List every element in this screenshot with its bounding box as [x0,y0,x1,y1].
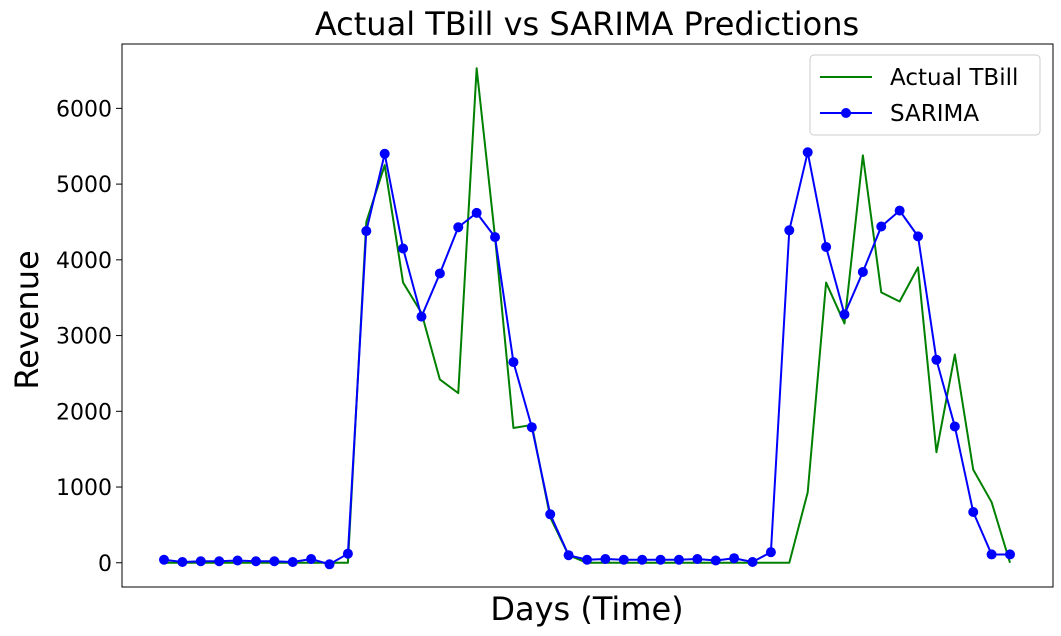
y-tick-label: 6000 [56,97,112,122]
data-point-sarima [673,554,684,565]
data-point-sarima [618,554,629,565]
data-point-sarima [821,241,832,252]
data-point-sarima [526,422,537,433]
y-tick-label: 4000 [56,249,112,274]
y-tick-label: 2000 [56,400,112,425]
data-point-sarima [986,549,997,560]
data-point-sarima [802,147,813,158]
data-point-sarima [692,553,703,564]
data-point-sarima [894,205,905,216]
series-layer [159,67,1015,570]
data-point-sarima [416,311,427,322]
y-axis-label: Revenue [8,250,46,389]
y-tick-label: 0 [98,552,112,577]
legend-label-actual-tbill: Actual TBill [890,65,1018,91]
legend-box [809,54,1041,136]
data-point-sarima [1005,549,1015,560]
data-point-sarima [968,507,979,518]
data-point-sarima [453,222,464,233]
data-point-sarima [931,354,942,365]
x-axis-label: Days (Time) [490,590,683,628]
data-point-sarima [913,231,924,242]
y-tick-label: 3000 [56,325,112,350]
data-point-sarima [747,557,758,568]
data-point-sarima [398,243,409,254]
legend-marker-sarima [841,108,851,118]
data-point-sarima [600,553,611,564]
data-point-sarima [269,556,280,567]
data-point-sarima [232,555,243,566]
data-point-sarima [637,554,648,565]
data-point-sarima [508,357,519,368]
data-point-sarima [434,268,445,279]
data-point-sarima [765,547,776,558]
data-point-sarima [287,557,298,568]
data-point-sarima [159,554,169,565]
chart-title: Actual TBill vs SARIMA Predictions [315,5,859,43]
data-point-sarima [177,557,188,568]
data-point-sarima [379,148,390,159]
y-tick-label: 1000 [56,476,112,501]
data-point-sarima [545,509,556,520]
data-point-sarima [857,266,868,277]
data-point-sarima [306,553,317,564]
data-point-sarima [342,548,353,559]
series-line-sarima [163,151,1010,566]
legend-label-sarima: SARIMA [890,101,979,127]
data-point-sarima [361,226,372,237]
data-point-sarima [195,556,206,567]
plot-frame [121,43,1054,588]
y-tick-label: 5000 [56,173,112,198]
data-point-sarima [655,554,666,565]
data-point-sarima [490,232,501,243]
series-line-actual-tbill [164,67,1011,564]
data-point-sarima [471,207,482,218]
data-point-sarima [729,553,740,564]
data-point-sarima [214,556,225,567]
data-point-sarima [784,225,795,236]
data-point-sarima [324,559,335,570]
data-point-sarima [250,556,261,567]
data-point-sarima [582,554,592,565]
data-point-sarima [839,309,850,320]
data-point-sarima [949,421,960,432]
legend: Actual TBill SARIMA [809,54,1041,136]
y-axis: 0 1000 2000 3000 4000 5000 6000 [56,97,122,577]
data-point-sarima [710,555,721,566]
data-point-sarima [876,221,887,232]
data-point-sarima [563,550,574,561]
